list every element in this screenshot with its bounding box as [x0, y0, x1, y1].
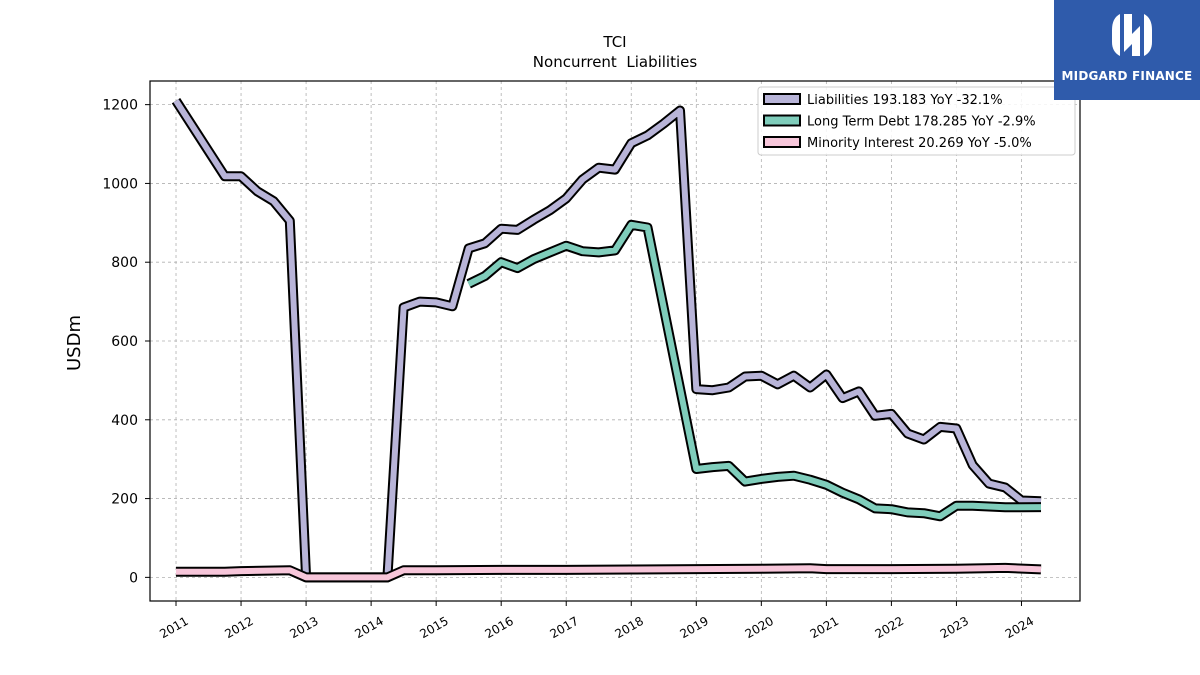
- y-axis-label: USDm: [64, 315, 85, 371]
- y-tick-label: 600: [111, 334, 138, 350]
- y-tick-label: 1200: [102, 98, 138, 114]
- x-tick-label: 2018: [613, 614, 646, 641]
- series-lines: [171, 97, 1042, 583]
- legend-label: Long Term Debt 178.285 YoY -2.9%: [807, 115, 1036, 130]
- y-tick-label: 1000: [102, 176, 138, 192]
- x-tick-label: 2012: [222, 614, 255, 641]
- y-tick-label: 200: [111, 492, 138, 508]
- x-tick-label: 2017: [547, 614, 580, 641]
- series-line-minority-interest: [176, 564, 1042, 581]
- legend-frame: [757, 86, 1076, 156]
- series-line-long-term-debt: [467, 221, 1042, 520]
- legend-label: Minority Interest 20.269 YoY -5.0%: [807, 136, 1032, 151]
- brand-name: MIDGARD FINANCE: [1061, 69, 1193, 83]
- grid-lines: [150, 81, 1080, 601]
- legend-swatch: [763, 136, 801, 148]
- y-tick-label: 0: [129, 570, 138, 586]
- x-tick-label: 2013: [287, 614, 320, 641]
- plot-frame: [149, 80, 1081, 602]
- legend-swatch: [763, 114, 801, 127]
- chart-title: TCI: [602, 33, 626, 51]
- x-tick-label: 2022: [873, 614, 906, 641]
- y-tick-label: 400: [111, 413, 138, 429]
- chart-subtitle: Noncurrent Liabilities: [533, 53, 698, 71]
- legend-label: Liabilities 193.183 YoY -32.1%: [807, 93, 1003, 108]
- x-tick-label: 2014: [352, 614, 385, 641]
- x-tick-label: 2015: [417, 614, 450, 641]
- x-tick-label: 2011: [157, 614, 190, 641]
- y-tick-label: 800: [111, 255, 138, 271]
- x-tick-label: 2019: [678, 614, 711, 641]
- legend-swatch: [763, 93, 801, 105]
- x-tick-label: 2016: [482, 614, 515, 641]
- x-tick-label: 2024: [1003, 614, 1036, 641]
- brand-mark-icon: [1112, 14, 1152, 56]
- x-tick-label: 2020: [743, 614, 776, 641]
- x-tick-label: 2023: [938, 614, 971, 641]
- midgard-finance-logo: MIDGARD FINANCE: [1054, 0, 1200, 100]
- legend: Liabilities 193.183 YoY -32.1% Long Term …: [757, 86, 1076, 156]
- x-tick-label: 2021: [808, 614, 841, 641]
- series-outline-long-term-debt: [466, 219, 1042, 522]
